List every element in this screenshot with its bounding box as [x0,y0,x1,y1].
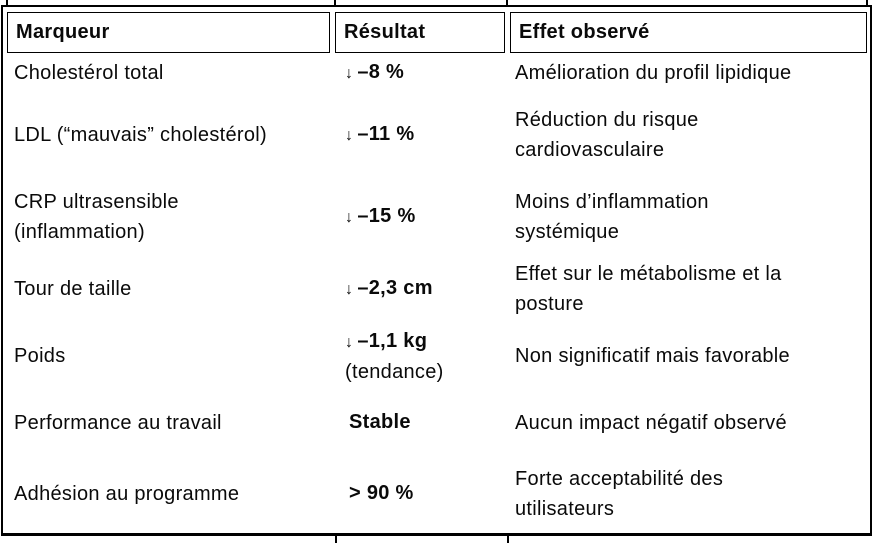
effect-cell: Amélioration du profil lipidique [515,62,792,84]
result-value: –2,3 cm [357,277,433,299]
down-arrow-icon: ↓ [345,209,354,226]
result-cell: ↓ –2,3 cm [335,273,510,305]
effect-cell: Aucun impact négatif observé [515,412,787,434]
result-value: –8 % [357,61,405,83]
table-body: Cholestérol total ↓ –8 % Amélioration du … [7,53,867,533]
table-row: Poids ↓ –1,1 kg (tendance) Non significat… [7,321,867,391]
marker-cell: CRP ultrasensible (inflammation) [14,191,179,243]
result-value: > 90 % [349,482,414,504]
effect-cell: Réduction du risque cardiovasculaire [515,109,699,161]
result-cell: Stable [335,407,510,439]
marker-cell: Performance au travail [14,412,222,434]
header-cell-resultat: Résultat [335,12,505,53]
down-arrow-icon: ↓ [345,281,354,298]
result-value: –1,1 kg [357,330,428,352]
result-cell: ↓ –15 % [335,201,510,233]
marker-cell: Adhésion au programme [14,483,240,505]
down-arrow-icon: ↓ [345,65,354,82]
effect-cell: Moins d’inflammation systémique [515,191,709,243]
effect-cell: Forte acceptabilité des utilisateurs [515,468,724,520]
table-row: Tour de taille ↓ –2,3 cm Effet sur le mét… [7,257,867,321]
marker-cell: LDL (“mauvais” cholestérol) [14,124,267,146]
top-edge-tick [334,0,336,5]
bottom-edge-tick [507,534,509,543]
table-outer-border [1,5,872,536]
table-row: Adhésion au programme > 90 % Forte accep… [7,455,867,533]
result-cell: ↓ –8 % [335,57,510,89]
bottom-edge-tick [335,534,337,543]
header-label: Résultat [344,21,426,43]
effect-cell: Non significatif mais favorable [515,345,790,367]
header-cell-effet-observe: Effet observé [510,12,867,53]
table-row: LDL (“mauvais” cholestérol) ↓ –11 % Réduc… [7,93,867,177]
top-edge-tick [506,0,508,5]
table-header-row: Marqueur Résultat Effet observé [7,12,867,53]
result-cell: ↓ –1,1 kg (tendance) [335,326,510,386]
top-edge-tick [866,0,868,5]
marker-cell: Tour de taille [14,278,132,300]
down-arrow-icon: ↓ [345,127,354,144]
marker-cell: Poids [14,345,66,367]
result-value: –11 % [357,123,415,145]
table-row: Performance au travail Stable Aucun impa… [7,391,867,455]
table-row: Cholestérol total ↓ –8 % Amélioration du … [7,53,867,93]
result-cell: ↓ –11 % [335,119,510,151]
header-label: Effet observé [519,21,650,43]
table-row: CRP ultrasensible (inflammation) ↓ –15 % … [7,177,867,257]
header-label: Marqueur [16,21,110,43]
result-note: (tendance) [345,361,444,383]
effect-cell: Effet sur le métabolisme et la posture [515,263,782,315]
down-arrow-icon: ↓ [345,334,354,351]
header-cell-marqueur: Marqueur [7,12,330,53]
result-value: –15 % [357,205,416,227]
result-value: Stable [349,411,411,433]
top-edge-tick [6,0,8,5]
marker-cell: Cholestérol total [14,62,164,84]
result-cell: > 90 % [335,478,510,510]
